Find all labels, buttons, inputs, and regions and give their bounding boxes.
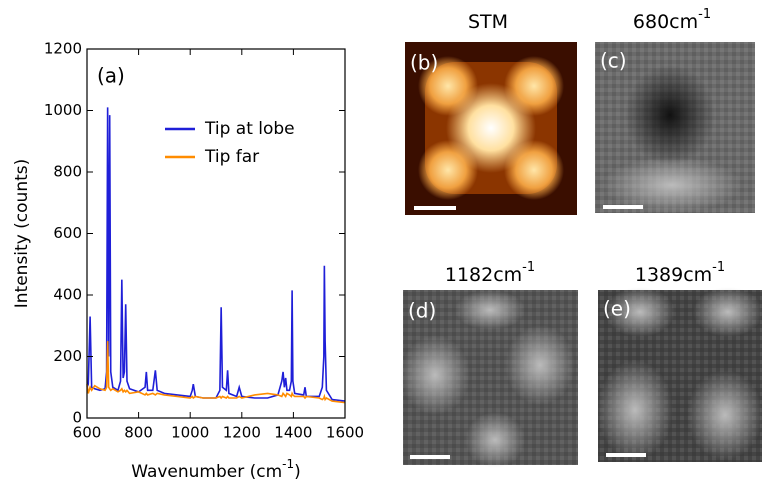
panel-label: (d)	[408, 299, 436, 323]
image-b	[405, 42, 577, 215]
image-e	[597, 287, 763, 462]
image-d	[400, 290, 578, 468]
panel-title-text: STM	[468, 11, 508, 33]
y-tick-label: 0	[72, 409, 82, 427]
y-tick-label: 200	[53, 347, 82, 365]
panel-label: (b)	[410, 51, 438, 75]
panel-title-sup: -1	[698, 7, 711, 22]
panel-title: 1182cm-1	[445, 260, 535, 286]
legend-label: Tip far	[204, 147, 259, 167]
y-axis-label: Intensity (counts)	[12, 159, 32, 308]
x-label-sup: -1	[282, 457, 294, 471]
y-tick-label: 1200	[44, 40, 82, 58]
panel-title-text: 680cm	[633, 11, 698, 33]
panel-label: (e)	[603, 297, 631, 321]
panel-label: (a)	[97, 64, 125, 88]
spectrum-chart: 600 800 1000 1200 1400 1600 0 200 400 600 800 1000 1…	[12, 40, 364, 483]
x-tick-label: 800	[124, 424, 153, 442]
panel-title: STM	[468, 11, 508, 33]
plot-frame	[86, 48, 346, 419]
panel-label: (c)	[600, 49, 627, 73]
panel-title-text: 1182cm	[445, 264, 522, 286]
panel-title: 680cm-1	[633, 7, 711, 33]
series-line	[86, 341, 346, 404]
x-axis-label: Wavenumber (cm-1)	[131, 457, 301, 483]
image-c	[595, 42, 755, 213]
panel-texts: STM(b)680cm-1(c)1182cm-1(d)1389cm-1(e)	[408, 7, 725, 323]
x-tick-label: 1000	[171, 424, 209, 442]
y-tick-label: 800	[53, 163, 82, 181]
x-label-end: )	[294, 462, 301, 482]
x-label-text: Wavenumber (cm	[131, 462, 282, 482]
panel-title-text: 1389cm	[635, 264, 712, 286]
x-tick-label: 1200	[223, 424, 261, 442]
y-tick-label: 400	[53, 286, 82, 304]
legend-label: Tip at lobe	[204, 119, 295, 139]
x-tick-label: 1400	[274, 424, 312, 442]
y-tick-label: 1000	[44, 101, 82, 119]
panel-title-sup: -1	[712, 260, 725, 275]
x-tick-label: 1600	[326, 424, 364, 442]
panel-title: 1389cm-1	[635, 260, 725, 286]
y-tick-label: 600	[53, 224, 82, 242]
panel-title-sup: -1	[522, 260, 535, 275]
x-tick-label: 600	[73, 424, 102, 442]
